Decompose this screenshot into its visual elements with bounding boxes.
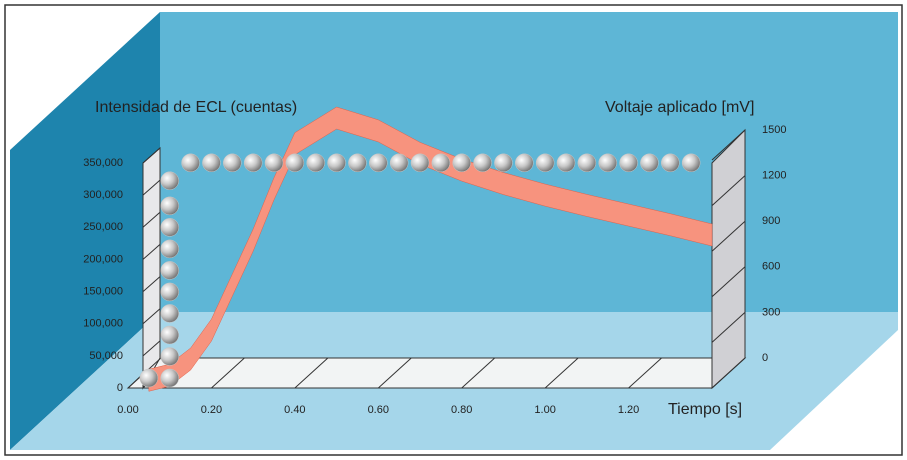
voltage-sphere bbox=[411, 154, 429, 172]
voltage-sphere bbox=[432, 154, 450, 172]
voltage-sphere bbox=[161, 326, 179, 344]
voltage-sphere bbox=[161, 218, 179, 236]
right-panel bbox=[712, 130, 745, 388]
voltage-sphere bbox=[369, 154, 387, 172]
voltage-sphere bbox=[536, 154, 554, 172]
voltage-sphere bbox=[307, 154, 325, 172]
voltage-sphere bbox=[599, 154, 617, 172]
y2-tick-label: 1200 bbox=[762, 170, 786, 182]
y-tick-label: 350,000 bbox=[83, 157, 123, 169]
voltage-sphere bbox=[661, 154, 679, 172]
y2-tick-label: 600 bbox=[762, 261, 780, 273]
y-axis-label: Intensidad de ECL (cuentas) bbox=[95, 99, 297, 116]
x-tick-label: 0.80 bbox=[451, 404, 472, 416]
voltage-sphere bbox=[578, 154, 596, 172]
y2-tick-label: 900 bbox=[762, 215, 780, 227]
voltage-sphere bbox=[348, 154, 366, 172]
voltage-sphere bbox=[161, 197, 179, 215]
y-tick-label: 0 bbox=[117, 382, 123, 394]
voltage-sphere bbox=[390, 154, 408, 172]
y2-axis-label: Voltaje aplicado [mV] bbox=[605, 99, 754, 116]
page: {"chart_data": { "type": "line", "y_labe… bbox=[0, 0, 907, 460]
y-tick-label: 300,000 bbox=[83, 189, 123, 201]
plot-floor bbox=[128, 358, 745, 388]
voltage-sphere bbox=[161, 304, 179, 322]
voltage-sphere bbox=[640, 154, 658, 172]
voltage-sphere bbox=[286, 154, 304, 172]
y2-tick-label: 300 bbox=[762, 306, 780, 318]
chart: Intensidad de ECL (cuentas) Voltaje apli… bbox=[0, 0, 907, 460]
y-tick-label: 150,000 bbox=[83, 285, 123, 297]
voltage-sphere bbox=[682, 154, 700, 172]
voltage-sphere bbox=[161, 347, 179, 365]
y-tick-label: 250,000 bbox=[83, 221, 123, 233]
voltage-sphere bbox=[202, 154, 220, 172]
voltage-sphere bbox=[328, 154, 346, 172]
x-tick-label: 0.20 bbox=[201, 404, 222, 416]
left-panel bbox=[143, 148, 160, 388]
y2-tick-label: 0 bbox=[762, 352, 768, 364]
y-tick-label: 100,000 bbox=[83, 318, 123, 330]
voltage-sphere bbox=[161, 240, 179, 258]
voltage-sphere bbox=[453, 154, 471, 172]
voltage-sphere bbox=[161, 283, 179, 301]
voltage-sphere bbox=[161, 172, 179, 190]
voltage-sphere bbox=[244, 154, 262, 172]
voltage-sphere bbox=[494, 154, 512, 172]
y2-tick-label: 1500 bbox=[762, 124, 786, 136]
x-tick-label: 1.00 bbox=[534, 404, 555, 416]
y-tick-label: 50,000 bbox=[89, 350, 123, 362]
voltage-sphere bbox=[161, 261, 179, 279]
x-tick-label: 1.20 bbox=[618, 404, 639, 416]
voltage-sphere bbox=[140, 369, 158, 387]
voltage-sphere bbox=[620, 154, 638, 172]
voltage-sphere bbox=[182, 154, 200, 172]
voltage-sphere bbox=[515, 154, 533, 172]
voltage-sphere bbox=[161, 369, 179, 387]
x-axis-label: Tiempo [s] bbox=[668, 401, 742, 418]
voltage-sphere bbox=[557, 154, 575, 172]
voltage-sphere bbox=[223, 154, 241, 172]
voltage-sphere bbox=[265, 154, 283, 172]
x-tick-label: 0.40 bbox=[284, 404, 305, 416]
voltage-sphere bbox=[474, 154, 492, 172]
y-tick-label: 200,000 bbox=[83, 253, 123, 265]
x-tick-label: 0.60 bbox=[368, 404, 389, 416]
x-tick-label: 0.00 bbox=[117, 404, 138, 416]
